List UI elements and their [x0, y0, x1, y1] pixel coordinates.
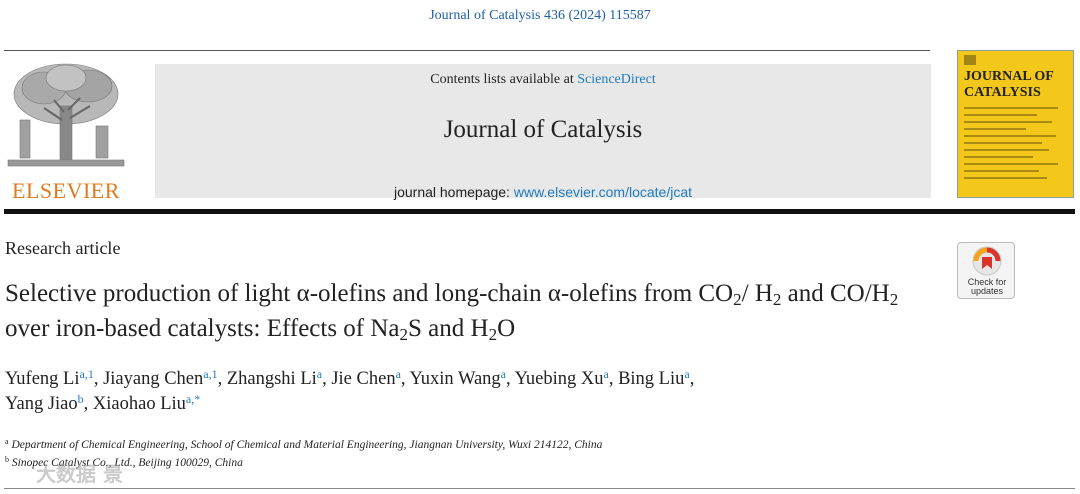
header-divider	[4, 209, 1075, 214]
author-name[interactable]: Zhangshi Li	[226, 369, 317, 389]
author-affil-mark[interactable]: a,1	[79, 367, 94, 381]
author-affil-mark[interactable]: a	[316, 367, 323, 381]
contents-line: Contents lists available at ScienceDirec…	[155, 72, 931, 88]
bottom-divider	[4, 488, 1075, 489]
author-name[interactable]: Yang Jiao	[5, 394, 78, 414]
check-updates-icon	[972, 246, 1002, 276]
affiliation-item: a Department of Chemical Engineering, Sc…	[5, 437, 603, 452]
elsevier-wordmark: ELSEVIER	[12, 178, 120, 203]
author-name[interactable]: Yuxin Wang	[409, 369, 501, 389]
author-list: Yufeng Lia,1, Jiayang Chena,1, Zhangshi …	[5, 367, 695, 414]
author-affil-mark[interactable]: a	[684, 367, 690, 381]
journal-header: ELSEVIER Contents lists available at Sci…	[4, 50, 1074, 206]
author-name[interactable]: Yufeng Li	[5, 369, 80, 389]
author-name[interactable]: Bing Liu	[618, 369, 685, 389]
watermark: 大数据 景	[36, 462, 123, 486]
author-affil-mark[interactable]: a	[500, 367, 506, 381]
cover-logo-icon	[964, 55, 976, 65]
journal-homepage-link[interactable]: www.elsevier.com/locate/jcat	[513, 184, 693, 200]
author-affil-mark[interactable]: a,*	[185, 392, 201, 406]
check-updates-label: Check for updates	[967, 277, 1007, 296]
article-type: Research article	[5, 238, 121, 258]
author-name[interactable]: Xiaohao Liu	[92, 394, 186, 414]
author-name[interactable]: Yuebing Xu	[514, 369, 604, 389]
author-name[interactable]: Jiayang Chen	[103, 369, 204, 389]
author-affil-mark[interactable]: a	[395, 367, 401, 381]
check-for-updates-button[interactable]: Check for updates	[957, 242, 1015, 299]
affiliations: a Department of Chemical Engineering, Sc…	[5, 436, 945, 472]
cover-title: JOURNAL OF CATALYSIS	[964, 69, 1054, 100]
affiliation-item: b Sinopec Catalyst Co., Ltd., Beijing 10…	[5, 455, 243, 470]
journal-title[interactable]: Journal of Catalysis	[443, 116, 643, 143]
author-name[interactable]: Jie Chen	[331, 369, 396, 389]
article-title: Selective production of light α-olefins …	[5, 280, 899, 344]
author-affil-mark[interactable]: b	[77, 392, 84, 406]
journal-cover[interactable]: JOURNAL OF CATALYSIS	[957, 50, 1074, 198]
journal-banner: Contents lists available at ScienceDirec…	[155, 64, 931, 200]
top-divider	[4, 50, 930, 51]
author-affil-mark[interactable]: a,1	[203, 367, 218, 381]
elsevier-tree-logo[interactable]: ELSEVIER	[4, 60, 128, 203]
author-affil-mark[interactable]: a	[603, 367, 609, 381]
homepage-line: journal homepage: www.elsevier.com/locat…	[155, 184, 931, 200]
journal-reference[interactable]: Journal of Catalysis 436 (2024) 115587	[429, 8, 651, 23]
contents-prefix: Contents lists available at	[430, 72, 578, 87]
sciencedirect-link[interactable]: ScienceDirect	[577, 72, 656, 87]
homepage-prefix: journal homepage:	[393, 184, 514, 200]
cover-contents	[964, 107, 1068, 184]
tree-icon	[7, 63, 125, 167]
